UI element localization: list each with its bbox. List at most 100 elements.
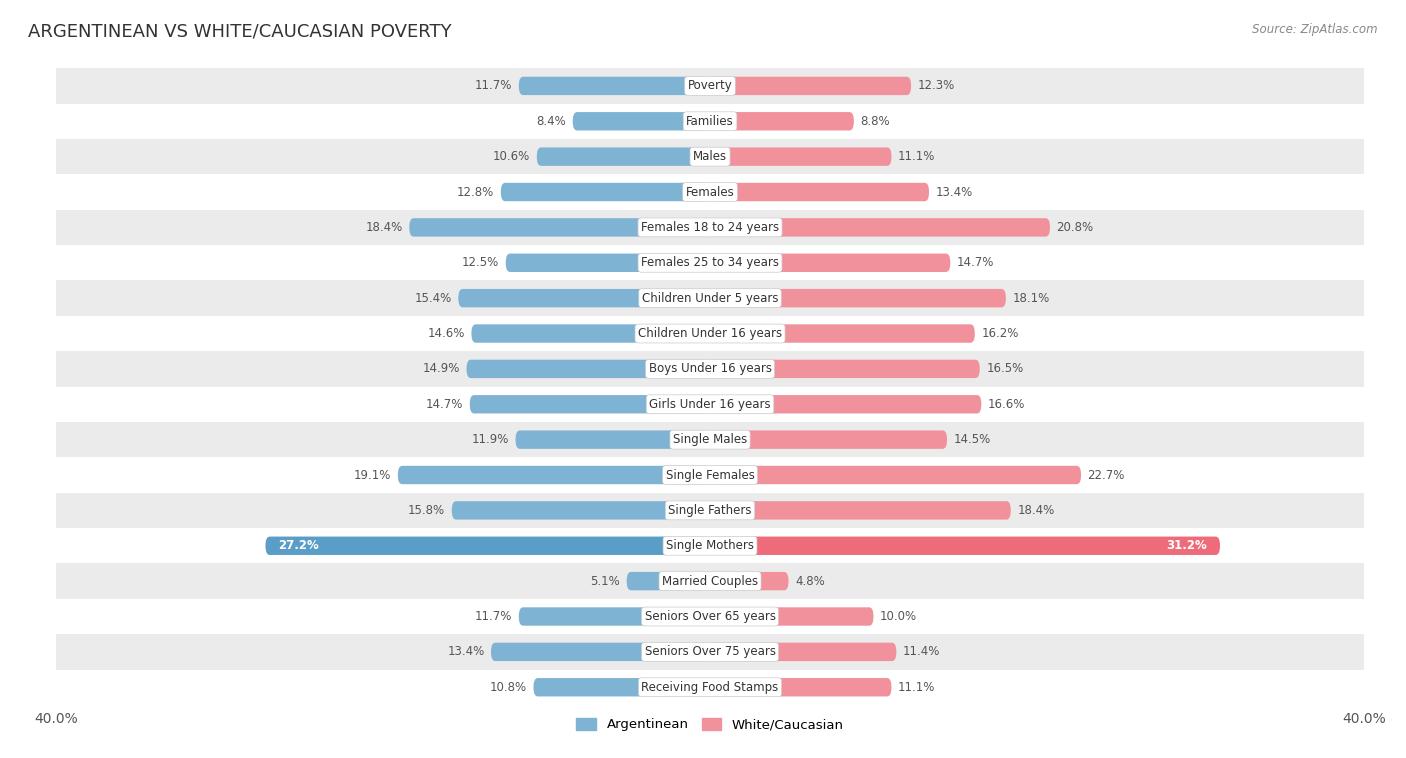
Text: Families: Families — [686, 114, 734, 128]
Text: 14.7%: 14.7% — [957, 256, 994, 269]
Text: Single Mothers: Single Mothers — [666, 539, 754, 553]
FancyBboxPatch shape — [710, 218, 1050, 236]
Text: Married Couples: Married Couples — [662, 575, 758, 587]
Bar — [56, 457, 1364, 493]
FancyBboxPatch shape — [710, 607, 873, 625]
FancyBboxPatch shape — [710, 112, 853, 130]
FancyBboxPatch shape — [710, 360, 980, 378]
Text: Females 18 to 24 years: Females 18 to 24 years — [641, 221, 779, 234]
Bar — [56, 316, 1364, 351]
Bar — [56, 139, 1364, 174]
Text: 12.3%: 12.3% — [918, 80, 955, 92]
FancyBboxPatch shape — [409, 218, 710, 236]
Bar — [56, 669, 1364, 705]
Text: Poverty: Poverty — [688, 80, 733, 92]
FancyBboxPatch shape — [470, 395, 710, 413]
FancyBboxPatch shape — [710, 537, 1220, 555]
FancyBboxPatch shape — [710, 678, 891, 697]
FancyBboxPatch shape — [467, 360, 710, 378]
Text: 14.5%: 14.5% — [953, 433, 991, 446]
Bar — [56, 174, 1364, 210]
Bar — [56, 351, 1364, 387]
Text: 8.8%: 8.8% — [860, 114, 890, 128]
Text: 16.2%: 16.2% — [981, 327, 1019, 340]
Text: Children Under 16 years: Children Under 16 years — [638, 327, 782, 340]
Text: 15.8%: 15.8% — [408, 504, 446, 517]
Text: 11.1%: 11.1% — [898, 150, 935, 163]
Text: 14.9%: 14.9% — [423, 362, 460, 375]
Text: Females: Females — [686, 186, 734, 199]
Bar — [56, 210, 1364, 245]
FancyBboxPatch shape — [471, 324, 710, 343]
Bar — [56, 387, 1364, 422]
Text: Seniors Over 65 years: Seniors Over 65 years — [644, 610, 776, 623]
FancyBboxPatch shape — [491, 643, 710, 661]
Text: Receiving Food Stamps: Receiving Food Stamps — [641, 681, 779, 694]
FancyBboxPatch shape — [710, 77, 911, 95]
Text: 16.6%: 16.6% — [988, 398, 1025, 411]
Text: 12.8%: 12.8% — [457, 186, 495, 199]
FancyBboxPatch shape — [506, 254, 710, 272]
Text: Children Under 5 years: Children Under 5 years — [641, 292, 779, 305]
Text: Source: ZipAtlas.com: Source: ZipAtlas.com — [1253, 23, 1378, 36]
FancyBboxPatch shape — [572, 112, 710, 130]
FancyBboxPatch shape — [451, 501, 710, 519]
Bar — [56, 422, 1364, 457]
Text: Boys Under 16 years: Boys Under 16 years — [648, 362, 772, 375]
Text: 31.2%: 31.2% — [1166, 539, 1206, 553]
Text: Single Females: Single Females — [665, 468, 755, 481]
Text: 10.8%: 10.8% — [489, 681, 527, 694]
Text: 4.8%: 4.8% — [794, 575, 825, 587]
Text: 11.7%: 11.7% — [475, 610, 512, 623]
Text: 11.1%: 11.1% — [898, 681, 935, 694]
FancyBboxPatch shape — [710, 183, 929, 201]
Bar — [56, 68, 1364, 104]
Text: 5.1%: 5.1% — [591, 575, 620, 587]
FancyBboxPatch shape — [710, 572, 789, 590]
FancyBboxPatch shape — [501, 183, 710, 201]
Text: 11.7%: 11.7% — [475, 80, 512, 92]
Text: Single Fathers: Single Fathers — [668, 504, 752, 517]
Text: Girls Under 16 years: Girls Under 16 years — [650, 398, 770, 411]
Text: 18.1%: 18.1% — [1012, 292, 1050, 305]
FancyBboxPatch shape — [533, 678, 710, 697]
Bar — [56, 634, 1364, 669]
FancyBboxPatch shape — [710, 501, 1011, 519]
Bar — [56, 493, 1364, 528]
FancyBboxPatch shape — [710, 466, 1081, 484]
FancyBboxPatch shape — [710, 643, 897, 661]
Text: 15.4%: 15.4% — [415, 292, 451, 305]
Text: 18.4%: 18.4% — [366, 221, 402, 234]
Text: Seniors Over 75 years: Seniors Over 75 years — [644, 645, 776, 659]
Bar — [56, 280, 1364, 316]
Text: 12.5%: 12.5% — [463, 256, 499, 269]
Text: Females 25 to 34 years: Females 25 to 34 years — [641, 256, 779, 269]
Text: 10.6%: 10.6% — [494, 150, 530, 163]
FancyBboxPatch shape — [537, 148, 710, 166]
Bar — [56, 563, 1364, 599]
Text: 27.2%: 27.2% — [278, 539, 319, 553]
FancyBboxPatch shape — [519, 77, 710, 95]
Text: Males: Males — [693, 150, 727, 163]
Text: 13.4%: 13.4% — [447, 645, 485, 659]
FancyBboxPatch shape — [710, 395, 981, 413]
Text: 18.4%: 18.4% — [1018, 504, 1054, 517]
Text: 10.0%: 10.0% — [880, 610, 917, 623]
Text: ARGENTINEAN VS WHITE/CAUCASIAN POVERTY: ARGENTINEAN VS WHITE/CAUCASIAN POVERTY — [28, 23, 451, 41]
FancyBboxPatch shape — [516, 431, 710, 449]
Text: 22.7%: 22.7% — [1088, 468, 1125, 481]
FancyBboxPatch shape — [710, 148, 891, 166]
Legend: Argentinean, White/Caucasian: Argentinean, White/Caucasian — [571, 713, 849, 737]
Bar — [56, 528, 1364, 563]
Text: 19.1%: 19.1% — [354, 468, 391, 481]
FancyBboxPatch shape — [710, 324, 974, 343]
FancyBboxPatch shape — [519, 607, 710, 625]
Text: 16.5%: 16.5% — [986, 362, 1024, 375]
Text: 11.4%: 11.4% — [903, 645, 941, 659]
Bar — [56, 599, 1364, 634]
FancyBboxPatch shape — [266, 537, 710, 555]
Text: Single Males: Single Males — [673, 433, 747, 446]
FancyBboxPatch shape — [710, 431, 948, 449]
Text: 13.4%: 13.4% — [935, 186, 973, 199]
Text: 14.7%: 14.7% — [426, 398, 463, 411]
